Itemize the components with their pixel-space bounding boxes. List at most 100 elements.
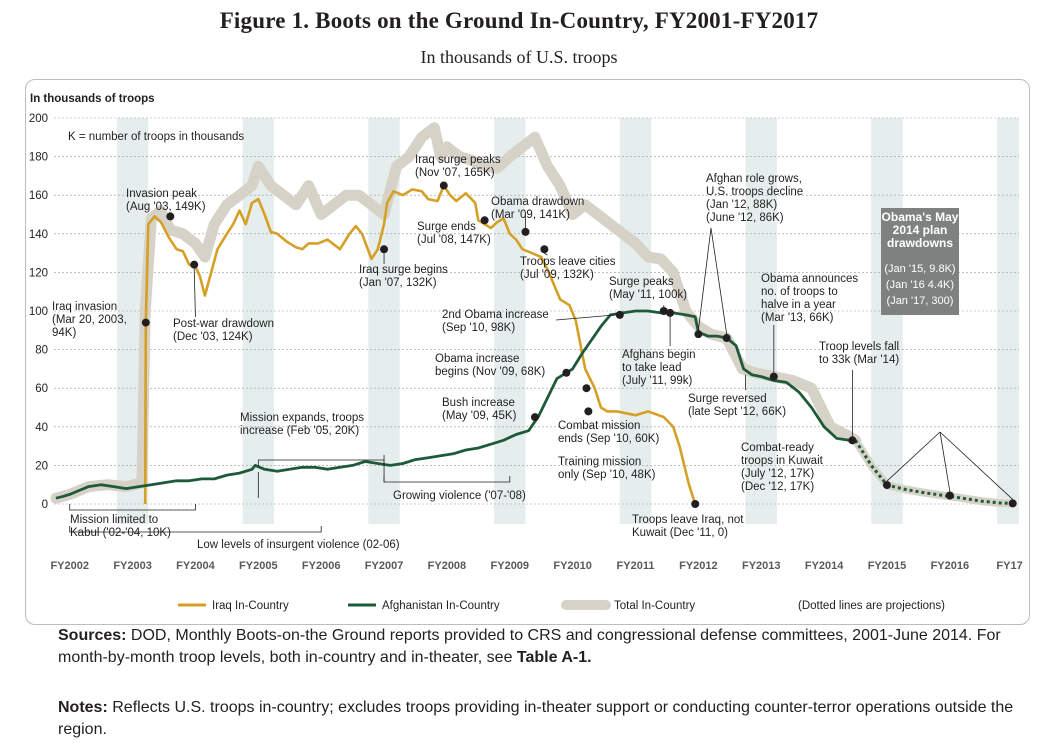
y-tick-label: 0 [42,499,48,511]
x-tick-label: FY2008 [428,560,467,572]
iraq-series-line [143,184,697,505]
afghan-role-grows-label-line-0: Afghan role grows, [706,173,802,185]
notes-text: Reflects U.S. troops in-country; exclude… [58,699,1014,738]
troops-leave-iraq-label-line-1: Kuwait (Dec '11, 0) [632,527,728,539]
y-tick-label: 100 [29,306,48,318]
leader-line [481,219,485,225]
year-band [619,118,652,524]
plan-callout-box [881,208,959,315]
x-tick-label: FY2005 [239,560,278,572]
sources-label: Sources: [58,627,127,644]
obama-announces-label-line-0: Obama announces [761,273,858,285]
troop-chart: 0 20 40 60 80 100 120 140 160 180 200 In thousands … [29,93,1023,612]
mission-limited-label-line-1: Kabul ('02-'04, 10K) [70,527,171,539]
mission-limited-label-line-0: Mission limited to [70,514,158,526]
leader-line [939,431,951,492]
afg-event-marker [722,334,731,343]
y-tick-label: 160 [29,190,48,202]
afg-event-marker [769,372,778,381]
x-tick-label: FY2007 [365,560,404,572]
year-band [494,118,526,524]
afghan-role-grows-label-line-2: (Jan '12, 88K) [706,199,777,211]
second-obama-increase-label-line-1: (Sep '10, 98K) [442,322,515,334]
legend-total-label: Total In-Country [614,600,695,612]
y-tick-label: 120 [29,267,48,279]
x-tick-label: FY2013 [742,560,781,572]
combat-ready-kuwait-label-line-3: (Dec '12, 17K) [741,481,814,493]
afghans-lead-label-line-1: to take lead [622,362,681,374]
y-tick-label: 180 [29,152,48,164]
iraq-event-marker [582,384,591,393]
leader-line [166,212,171,216]
combat-mission-ends-label-line-1: ends (Sep '10, 60K) [558,433,659,445]
x-tick-label: FY2012 [679,560,718,572]
x-tick-label: FY2015 [868,560,907,572]
y-tick-label: 60 [35,383,48,395]
iraq-event-marker [480,216,489,225]
y-axis-label: In thousands of troops [30,93,155,105]
y-tick-label: 80 [35,345,48,357]
plan-box-item-line-0: (Jan '15, 9.8K) [884,263,955,275]
growing-violence-bracket [383,476,511,483]
obama-increase-begins-label-line-1: begins (Nov '09, 68K) [435,366,545,378]
legend-projection-note: (Dotted lines are projections) [798,600,945,612]
afghan-role-grows-label-line-3: (June '12, 86K) [706,212,784,224]
mission-limited-bracket [69,504,196,511]
afg-event-marker [659,307,668,315]
leader-line [697,227,712,331]
figure-subtitle: In thousands of U.S. troops [420,47,618,67]
iraq-surge-begins-label-line-1: (Jan '07, 132K) [359,277,437,289]
afg-event-marker [848,436,857,445]
mission-expands-label-line-0: Mission expands, troops [240,412,364,424]
year-band [996,118,1019,524]
x-tick-label: FY2006 [302,560,341,572]
leader-line [710,227,728,335]
leader-line [544,252,548,256]
afg-event-marker [666,308,675,317]
mission-expands-label-line-1: increase (Feb '05, 20K) [240,425,359,437]
bush-increase-label-line-1: (May '09, 45K) [442,410,517,422]
x-tick-label: FY2009 [491,560,530,572]
obama-increase-begins-label-line-0: Obama increase [435,353,519,365]
obama-announces-label-line-3: (Mar '13, 66K) [761,312,834,324]
afghan-role-grows-label-line-1: U.S. troops decline [706,186,803,198]
combat-ready-kuwait-label-line-1: troops in Kuwait [741,455,824,467]
x-tick-label: FY2014 [805,560,844,572]
iraq-event-marker [691,500,700,508]
leader-line [886,431,941,482]
low-levels-label: Low levels of insurgent violence (02-06) [197,539,400,551]
iraq-event-marker [540,245,549,254]
chart-panel: 0 20 40 60 80 100 120 140 160 180 200 In thousands … [25,79,1030,625]
figure-title: Figure 1. Boots on the Ground In-Country… [219,8,819,33]
afg-event-marker [882,481,891,490]
obama-announces-label-line-2: halve in a year [761,299,836,311]
troop-levels-fall-label-line-1: to 33k (Mar '14) [819,354,899,366]
iraq-invasion-label-line-2: 94K) [52,327,76,339]
training-mission-label-line-0: Training mission [558,456,641,468]
afghans-lead-label-line-2: (July '11, 99k) [622,375,693,387]
troop-levels-fall-label-line-0: Troop levels fall [819,341,899,353]
notes-label: Notes: [58,699,108,716]
notes-note: Notes: Reflects U.S. troops in-country; … [58,697,1028,741]
postwar-drawdown-label-line-0: Post-war drawdown [173,318,274,330]
afghanistan-projection-line [854,439,1013,505]
year-band [745,118,777,524]
x-tick-label: FY2016 [931,560,970,572]
leader-line [555,314,616,321]
iraq-surge-peaks-label-line-1: (Nov '07, 165K) [415,167,495,179]
troops-leave-cities-label-line-0: Troops leave cities [520,256,616,268]
afg-event-marker [1008,499,1017,508]
afg-event-marker [530,413,539,422]
afg-event-marker [615,310,624,319]
key-note: K = number of troops in thousands [68,131,244,143]
iraq-surge-begins-label-line-0: Iraq surge begins [359,264,448,276]
plan-box-title-line-2: drawdowns [887,236,953,250]
plan-box-item-line-1: (Jan '16 4.4K) [886,279,954,291]
plan-box-title-line-1: 2014 plan [893,223,948,237]
second-obama-increase-label-line-0: 2nd Obama increase [442,309,549,321]
surge-peaks-label-line-1: (May '11, 100k) [609,289,687,301]
iraq-event-marker [584,407,593,416]
legend-afghanistan-label: Afghanistan In-Country [382,600,500,612]
afghans-lead-label-line-0: Afghans begin [622,349,696,361]
iraq-event-marker [166,212,175,221]
